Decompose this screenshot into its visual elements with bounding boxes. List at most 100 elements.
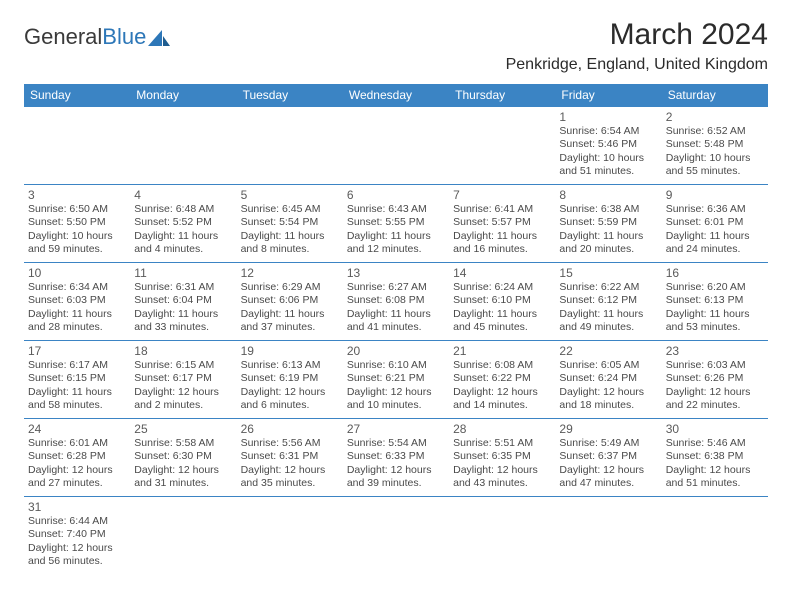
day-info-line: Sunset: 6:13 PM xyxy=(666,294,764,307)
day-info: Sunrise: 6:13 AMSunset: 6:19 PMDaylight:… xyxy=(241,359,339,413)
day-number: 7 xyxy=(453,188,551,202)
calendar-day-cell: 24Sunrise: 6:01 AMSunset: 6:28 PMDayligh… xyxy=(24,419,130,497)
day-info-line: Daylight: 12 hours xyxy=(666,386,764,399)
day-number: 16 xyxy=(666,266,764,280)
day-info-line: Daylight: 12 hours xyxy=(28,464,126,477)
day-info-line: and 59 minutes. xyxy=(28,243,126,256)
day-info-line: Sunrise: 6:01 AM xyxy=(28,437,126,450)
day-info-line: Sunrise: 6:38 AM xyxy=(559,203,657,216)
day-info-line: and 22 minutes. xyxy=(666,399,764,412)
day-number: 2 xyxy=(666,110,764,124)
day-info-line: Sunset: 7:40 PM xyxy=(28,528,126,541)
day-info: Sunrise: 5:56 AMSunset: 6:31 PMDaylight:… xyxy=(241,437,339,491)
day-info-line: and 55 minutes. xyxy=(666,165,764,178)
day-info-line: Sunset: 6:12 PM xyxy=(559,294,657,307)
day-info-line: and 35 minutes. xyxy=(241,477,339,490)
day-info-line: and 37 minutes. xyxy=(241,321,339,334)
calendar-empty-cell xyxy=(237,107,343,185)
day-info: Sunrise: 6:48 AMSunset: 5:52 PMDaylight:… xyxy=(134,203,232,257)
day-number: 5 xyxy=(241,188,339,202)
day-info-line: Sunrise: 5:58 AM xyxy=(134,437,232,450)
day-info-line: Daylight: 11 hours xyxy=(559,230,657,243)
brand-part2: Blue xyxy=(102,24,146,50)
day-info-line: and 16 minutes. xyxy=(453,243,551,256)
day-number: 31 xyxy=(28,500,126,514)
day-info-line: Daylight: 12 hours xyxy=(453,386,551,399)
calendar-empty-cell xyxy=(130,497,236,575)
day-number: 20 xyxy=(347,344,445,358)
day-info-line: Sunset: 6:33 PM xyxy=(347,450,445,463)
day-info-line: Sunrise: 6:17 AM xyxy=(28,359,126,372)
calendar-day-cell: 8Sunrise: 6:38 AMSunset: 5:59 PMDaylight… xyxy=(555,185,661,263)
day-number: 11 xyxy=(134,266,232,280)
day-info-line: Sunset: 6:21 PM xyxy=(347,372,445,385)
day-info-line: and 53 minutes. xyxy=(666,321,764,334)
day-info: Sunrise: 6:31 AMSunset: 6:04 PMDaylight:… xyxy=(134,281,232,335)
day-info: Sunrise: 6:27 AMSunset: 6:08 PMDaylight:… xyxy=(347,281,445,335)
day-info-line: Daylight: 10 hours xyxy=(28,230,126,243)
day-info: Sunrise: 6:15 AMSunset: 6:17 PMDaylight:… xyxy=(134,359,232,413)
day-info-line: Sunset: 5:57 PM xyxy=(453,216,551,229)
day-info-line: Sunset: 5:54 PM xyxy=(241,216,339,229)
day-info-line: and 24 minutes. xyxy=(666,243,764,256)
day-info-line: Sunrise: 6:20 AM xyxy=(666,281,764,294)
calendar-empty-cell xyxy=(343,497,449,575)
calendar-day-cell: 10Sunrise: 6:34 AMSunset: 6:03 PMDayligh… xyxy=(24,263,130,341)
calendar-day-cell: 11Sunrise: 6:31 AMSunset: 6:04 PMDayligh… xyxy=(130,263,236,341)
day-info-line: Daylight: 12 hours xyxy=(134,386,232,399)
day-info: Sunrise: 5:51 AMSunset: 6:35 PMDaylight:… xyxy=(453,437,551,491)
day-info-line: and 18 minutes. xyxy=(559,399,657,412)
day-info-line: Daylight: 12 hours xyxy=(28,542,126,555)
day-info-line: Daylight: 12 hours xyxy=(241,464,339,477)
day-header: Saturday xyxy=(662,84,768,107)
day-info: Sunrise: 6:03 AMSunset: 6:26 PMDaylight:… xyxy=(666,359,764,413)
calendar-day-cell: 21Sunrise: 6:08 AMSunset: 6:22 PMDayligh… xyxy=(449,341,555,419)
day-info: Sunrise: 6:24 AMSunset: 6:10 PMDaylight:… xyxy=(453,281,551,335)
location-text: Penkridge, England, United Kingdom xyxy=(506,56,768,74)
day-info-line: Daylight: 11 hours xyxy=(28,308,126,321)
day-number: 10 xyxy=(28,266,126,280)
day-info-line: Daylight: 11 hours xyxy=(241,308,339,321)
calendar-day-cell: 16Sunrise: 6:20 AMSunset: 6:13 PMDayligh… xyxy=(662,263,768,341)
calendar-table: SundayMondayTuesdayWednesdayThursdayFrid… xyxy=(24,84,768,575)
day-info-line: and 43 minutes. xyxy=(453,477,551,490)
calendar-week-row: 17Sunrise: 6:17 AMSunset: 6:15 PMDayligh… xyxy=(24,341,768,419)
calendar-day-cell: 22Sunrise: 6:05 AMSunset: 6:24 PMDayligh… xyxy=(555,341,661,419)
day-header: Thursday xyxy=(449,84,555,107)
day-number: 3 xyxy=(28,188,126,202)
day-info-line: Sunrise: 6:45 AM xyxy=(241,203,339,216)
day-info: Sunrise: 6:34 AMSunset: 6:03 PMDaylight:… xyxy=(28,281,126,335)
day-info-line: Daylight: 12 hours xyxy=(241,386,339,399)
calendar-empty-cell xyxy=(662,497,768,575)
day-number: 12 xyxy=(241,266,339,280)
day-info-line: and 31 minutes. xyxy=(134,477,232,490)
calendar-day-cell: 30Sunrise: 5:46 AMSunset: 6:38 PMDayligh… xyxy=(662,419,768,497)
day-number: 25 xyxy=(134,422,232,436)
day-info-line: and 49 minutes. xyxy=(559,321,657,334)
calendar-day-cell: 19Sunrise: 6:13 AMSunset: 6:19 PMDayligh… xyxy=(237,341,343,419)
calendar-empty-cell xyxy=(130,107,236,185)
day-number: 13 xyxy=(347,266,445,280)
calendar-empty-cell xyxy=(449,497,555,575)
calendar-week-row: 3Sunrise: 6:50 AMSunset: 5:50 PMDaylight… xyxy=(24,185,768,263)
day-info: Sunrise: 6:54 AMSunset: 5:46 PMDaylight:… xyxy=(559,125,657,179)
sail-icon xyxy=(148,30,170,46)
day-number: 24 xyxy=(28,422,126,436)
calendar-empty-cell xyxy=(449,107,555,185)
day-number: 28 xyxy=(453,422,551,436)
day-number: 17 xyxy=(28,344,126,358)
day-info-line: Sunset: 6:04 PM xyxy=(134,294,232,307)
day-info: Sunrise: 6:08 AMSunset: 6:22 PMDaylight:… xyxy=(453,359,551,413)
day-info-line: Daylight: 10 hours xyxy=(559,152,657,165)
day-info-line: Sunrise: 6:50 AM xyxy=(28,203,126,216)
day-info-line: and 28 minutes. xyxy=(28,321,126,334)
day-info-line: Daylight: 11 hours xyxy=(453,230,551,243)
day-info-line: Daylight: 12 hours xyxy=(453,464,551,477)
day-info-line: and 8 minutes. xyxy=(241,243,339,256)
day-info-line: Sunrise: 5:54 AM xyxy=(347,437,445,450)
day-info: Sunrise: 6:20 AMSunset: 6:13 PMDaylight:… xyxy=(666,281,764,335)
calendar-week-row: 10Sunrise: 6:34 AMSunset: 6:03 PMDayligh… xyxy=(24,263,768,341)
day-number: 15 xyxy=(559,266,657,280)
day-info-line: Sunset: 6:24 PM xyxy=(559,372,657,385)
day-info-line: and 56 minutes. xyxy=(28,555,126,568)
